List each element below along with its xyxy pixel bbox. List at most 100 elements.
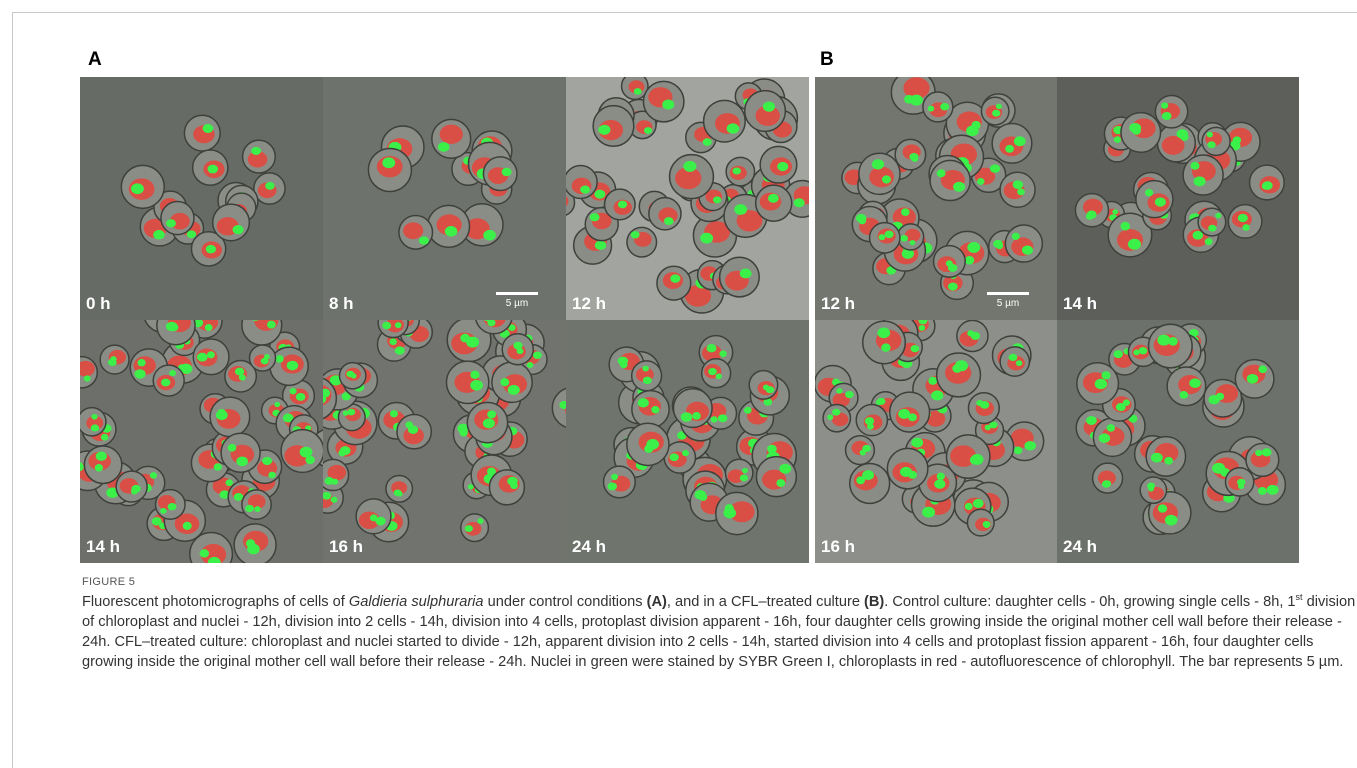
cell-shape (908, 471, 917, 479)
cell-shape (703, 138, 712, 146)
cell-shape (644, 127, 652, 134)
cell-shape (973, 499, 984, 508)
cell-shape (900, 235, 908, 242)
time-label: 12 h (572, 294, 606, 314)
cell-shape (580, 185, 590, 193)
cell-shape (1164, 457, 1173, 465)
cell-shape (970, 456, 980, 465)
cell-shape (382, 322, 391, 330)
figure-label: FIGURE 5 (82, 576, 135, 588)
cell-shape (390, 410, 398, 417)
cell-shape (876, 399, 882, 405)
cell-shape (235, 368, 244, 376)
cell-shape (160, 508, 166, 514)
cell-shape (331, 497, 338, 503)
cell-shape (1158, 504, 1167, 512)
cell-shape (1132, 127, 1141, 135)
cell-shape (1151, 453, 1163, 463)
cell-shape (91, 414, 97, 420)
cell-shape (692, 412, 700, 420)
cell-shape (1095, 379, 1107, 389)
cell-shape (183, 522, 192, 530)
cell-shape (1145, 189, 1153, 196)
time-label: 14 h (1063, 294, 1097, 314)
cell-shape (996, 243, 1003, 249)
cell-shape (827, 414, 833, 419)
cell-shape (1086, 416, 1097, 425)
cell-shape (1262, 183, 1270, 190)
cell-shape (634, 88, 642, 95)
cell-shape (251, 147, 261, 155)
cell-shape (95, 464, 103, 471)
cell-shape (236, 456, 248, 466)
cell-shape (700, 233, 713, 244)
caption-text: under control conditions (484, 594, 647, 610)
cell-shape (794, 198, 805, 207)
cell-shape (351, 373, 357, 378)
cell-shape (937, 169, 946, 177)
cell-shape (264, 354, 270, 359)
cell-shape (836, 388, 842, 394)
cell-shape (91, 424, 99, 431)
cell-shape (166, 219, 176, 227)
cell-shape (305, 456, 314, 465)
micrograph: 24 h (1057, 320, 1299, 563)
cell-shape (948, 283, 958, 291)
cell-shape (867, 423, 874, 429)
cell-shape (1112, 209, 1118, 214)
cell-shape (101, 434, 108, 441)
time-label: 16 h (329, 537, 363, 557)
cell-shape (338, 449, 346, 456)
cell-shape (483, 418, 495, 428)
cell-shape (934, 479, 945, 488)
cell-shape (967, 330, 974, 336)
cell-shape (131, 183, 144, 194)
micrograph: 12 h (566, 77, 809, 320)
cell-shape (1168, 337, 1178, 346)
cell-shape (607, 483, 616, 491)
cell-shape (718, 414, 728, 422)
time-label: 16 h (821, 537, 855, 557)
superscript: st (1296, 592, 1303, 602)
cell-shape (268, 472, 275, 479)
cell-shape (110, 356, 116, 362)
cell-shape (1180, 391, 1188, 399)
cell-shape (370, 514, 378, 521)
cell-shape (763, 102, 775, 112)
cell-shape (1267, 485, 1279, 495)
cell-shape (910, 240, 916, 245)
cell-shape (343, 410, 349, 415)
cell-shape (856, 476, 865, 484)
scale-bar (496, 292, 538, 295)
micrograph: 16 h (323, 320, 566, 563)
cell-shape (1255, 450, 1262, 457)
cell-shape (203, 124, 214, 133)
cell-shape (403, 222, 423, 239)
cell-shape (161, 379, 170, 387)
cell-shape (922, 507, 935, 518)
cell-shape (669, 453, 678, 461)
micrograph-image (815, 77, 1057, 320)
cell-shape (1155, 197, 1166, 206)
cell-shape (992, 110, 1000, 117)
cell-shape (1189, 378, 1201, 388)
cell-shape (1262, 448, 1272, 456)
cell-shape (832, 409, 840, 416)
cell-shape (265, 182, 274, 190)
cell-shape (777, 162, 788, 171)
cell-shape (911, 345, 920, 352)
cell-shape (1139, 347, 1148, 354)
cell-shape (438, 142, 450, 152)
cell-shape (168, 503, 177, 510)
cell-shape (965, 503, 973, 510)
cell-shape (1194, 176, 1206, 186)
cell-shape (1014, 447, 1022, 455)
cell-shape (459, 429, 467, 437)
cell-shape (965, 256, 975, 265)
cell-shape (763, 385, 769, 391)
cell-shape (984, 523, 990, 528)
cell-shape (779, 464, 791, 474)
cell-shape (1191, 162, 1200, 170)
micrograph-image (1057, 77, 1299, 320)
cell-shape (296, 393, 306, 401)
